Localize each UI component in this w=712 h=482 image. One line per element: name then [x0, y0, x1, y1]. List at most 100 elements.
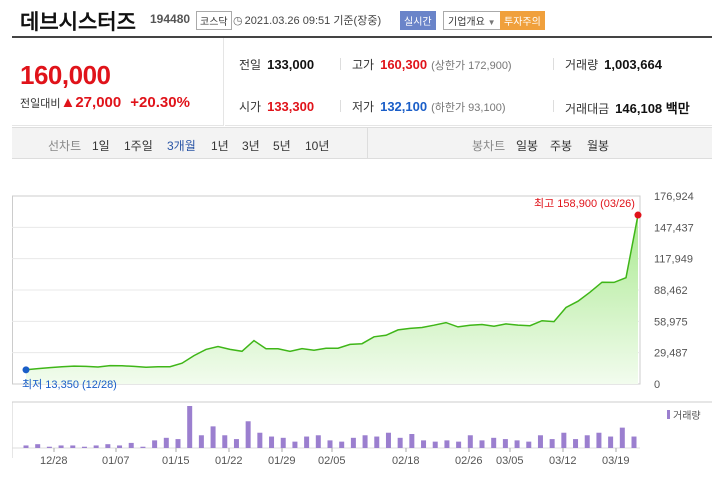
volume-bar: [619, 427, 625, 448]
volume-bar: [444, 440, 450, 448]
volume-bar: [385, 432, 391, 448]
x-tick-label: 01/29: [268, 455, 296, 467]
investment-warning-badge[interactable]: 투자주의: [500, 11, 545, 30]
volume-bar: [549, 439, 555, 448]
divider: [553, 58, 554, 70]
volume-bar: [584, 435, 590, 448]
period-5y[interactable]: 5년: [273, 139, 291, 153]
volume-bar: [432, 441, 438, 448]
candle-weekly[interactable]: 주봉: [550, 139, 573, 153]
volume-bar: [245, 421, 251, 448]
timestamp: ◷ 2021.03.26 09:51 기준(장중): [233, 12, 381, 28]
max-price-label: 최고 158,900 (03/26): [534, 197, 635, 210]
chart-period-bar: 선차트 1일 1주일 3개월 1년 3년 5년 10년 봉차트 일봉 주봉 월봉: [12, 127, 712, 159]
basis-text: 기준(장중): [333, 15, 382, 27]
max-point-marker: [634, 211, 642, 219]
volume-bar: [608, 436, 614, 448]
low-value: 132,100: [380, 99, 428, 114]
period-10y[interactable]: 10년: [305, 139, 330, 153]
volume-bar: [514, 440, 520, 448]
chevron-down-icon: ▼: [487, 18, 496, 27]
y-tick-label: 0: [654, 379, 660, 391]
stock-name: 데브시스터즈: [20, 11, 136, 34]
volume-bar: [233, 439, 239, 448]
volume-bar: [292, 441, 298, 448]
period-1d[interactable]: 1일: [92, 139, 110, 153]
prev-close-value: 133,000: [267, 57, 315, 72]
price-chart[interactable]: 176,924 147,437 117,949 88,462 58,975 29,487 0…: [11, 160, 712, 482]
price-line: [25, 214, 639, 371]
realtime-button[interactable]: 실시간: [400, 11, 436, 30]
volume-bar: [573, 439, 579, 448]
divider: [367, 128, 368, 158]
trade-amount: 거래대금 146,108 백만: [565, 98, 690, 117]
volume-bar: [58, 445, 64, 448]
volume-bar: [70, 445, 76, 448]
volume-bar: [421, 440, 427, 448]
volume-bar: [128, 442, 134, 448]
high-value: 160,300: [380, 57, 428, 72]
volume-bar: [46, 446, 52, 448]
volume-bar: [35, 444, 41, 448]
volume-bar: [175, 439, 181, 448]
open-label: 시가: [239, 100, 262, 114]
price-summary: 전일 133,000 고가 160,300 (상한가 172,900) 거래량 1,00…: [225, 38, 712, 126]
change-value: 27,000: [75, 94, 122, 111]
min-point-marker: [22, 366, 30, 374]
min-price-label: 최저 13,350 (12/28): [22, 378, 117, 391]
volume-bar: [409, 434, 415, 448]
x-tick-label: 02/05: [318, 455, 346, 467]
volume-bar: [81, 446, 87, 448]
volume-bar: [117, 445, 123, 448]
volume-bar: [561, 432, 567, 448]
volume-bar: [315, 435, 321, 448]
volume-bar: [350, 437, 356, 448]
header-divider: [12, 36, 712, 38]
candle-chart-label: 봉차트: [472, 139, 506, 153]
volume-bar: [198, 435, 204, 448]
volume-bar: [327, 440, 333, 448]
volume-bar: [537, 435, 543, 448]
amount-label: 거래대금: [565, 102, 610, 116]
volume-bar: [93, 445, 99, 448]
volume-bar: [526, 441, 532, 448]
volume-bar: [152, 440, 158, 448]
volume-bar: [339, 441, 345, 448]
y-tick-label: 29,487: [654, 348, 688, 360]
volume-legend-swatch: [667, 410, 670, 419]
volume-bar: [257, 432, 263, 448]
lower-limit: (하한가 93,100): [431, 102, 506, 114]
volume-bar: [456, 441, 462, 448]
datetime-text: 2021.03.26 09:51: [244, 15, 331, 27]
period-3y[interactable]: 3년: [242, 139, 260, 153]
y-tick-label: 58,975: [654, 316, 688, 328]
volume-bar: [23, 445, 29, 448]
divider: [553, 100, 554, 112]
x-tick-label: 01/07: [102, 455, 130, 467]
candle-monthly[interactable]: 월봉: [587, 139, 610, 153]
y-tick-label: 147,437: [654, 222, 694, 234]
period-1w[interactable]: 1주일: [124, 139, 153, 153]
volume-bar: [269, 436, 275, 448]
x-tick-label: 01/15: [162, 455, 190, 467]
y-tick-label: 88,462: [654, 285, 688, 297]
x-tick-label: 03/12: [549, 455, 577, 467]
upper-limit: (상한가 172,900): [431, 60, 512, 72]
clock-icon: ◷: [233, 15, 243, 27]
up-arrow-icon: ▲: [60, 94, 76, 111]
x-tick-label: 03/19: [602, 455, 630, 467]
volume-bar: [467, 435, 473, 448]
change-percent: +20.30%: [130, 94, 190, 111]
low-label: 저가: [352, 100, 375, 114]
x-tick-label: 01/22: [215, 455, 243, 467]
period-1y[interactable]: 1년: [211, 139, 229, 153]
y-tick-label: 117,949: [654, 254, 693, 266]
low-price: 저가 132,100 (하한가 93,100): [352, 98, 505, 115]
stock-code: 194480: [150, 12, 191, 26]
period-3m[interactable]: 3개월: [167, 139, 196, 153]
company-overview-label: 기업개요: [448, 17, 485, 28]
company-overview-button[interactable]: 기업개요 ▼: [443, 11, 501, 30]
candle-daily[interactable]: 일봉: [516, 139, 539, 153]
y-tick-label: 176,924: [654, 191, 694, 203]
high-price: 고가 160,300 (상한가 172,900): [352, 56, 512, 73]
